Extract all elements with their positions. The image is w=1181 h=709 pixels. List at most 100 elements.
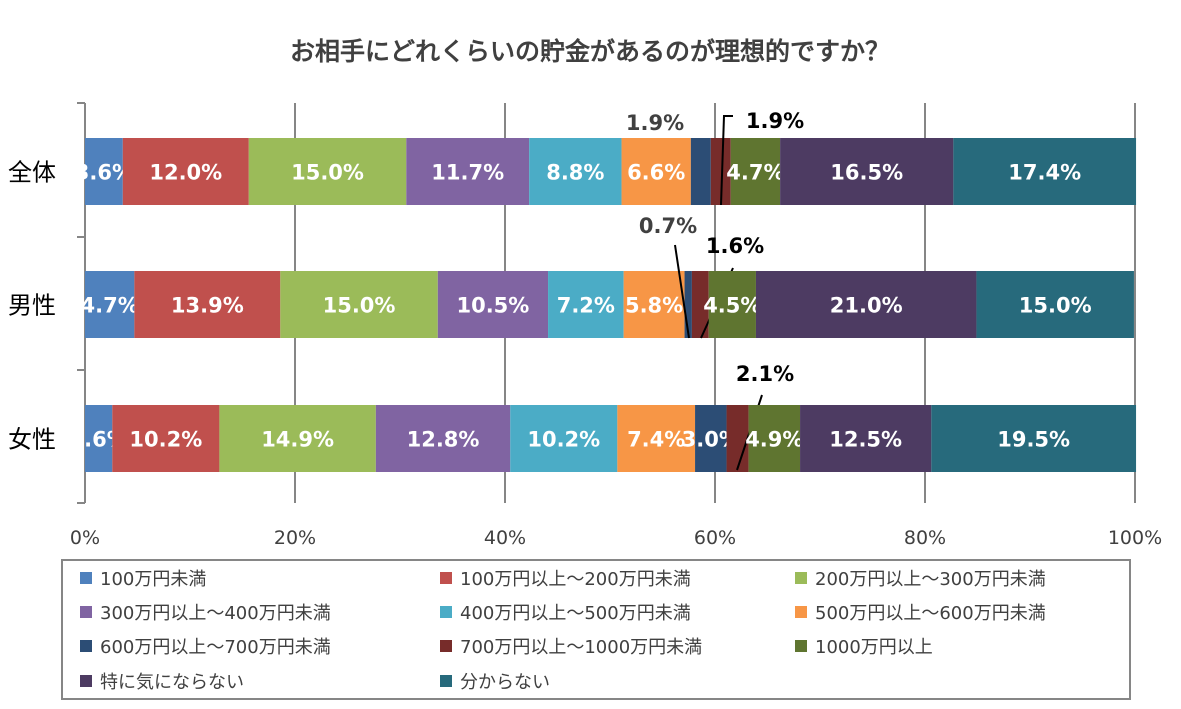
x-tick-label: 100% (1108, 527, 1162, 549)
bar-segment (691, 271, 709, 338)
bar-segment (85, 271, 135, 338)
legend (61, 559, 1131, 700)
data-label: 8.8% (546, 161, 604, 185)
legend-swatch (440, 606, 452, 618)
bar-segment (726, 405, 749, 472)
bar-segment (800, 405, 932, 472)
bar-segment (122, 138, 249, 205)
legend-label: 100万円未満 (100, 569, 206, 590)
bar-segment (684, 271, 692, 338)
bar-segment (280, 271, 438, 338)
legend-swatch (795, 640, 807, 652)
legend-label: 100万円以上～200万円未満 (460, 569, 691, 590)
leader-line (720, 115, 733, 206)
legend-label: 600万円以上～700万円未満 (100, 637, 331, 658)
data-label: 0.7% (639, 214, 697, 238)
legend-label: 200万円以上～300万円未満 (815, 569, 1046, 590)
bar-segment (623, 271, 685, 338)
bar-segment (780, 138, 954, 205)
bar-segment (690, 138, 711, 205)
legend-label: 500万円以上～600万円未満 (815, 603, 1046, 624)
bar-segment (529, 138, 622, 205)
data-label: 19.5% (997, 428, 1070, 452)
data-label: 14.9% (261, 428, 334, 452)
legend-label: 分からない (460, 672, 550, 693)
data-label: 12.5% (829, 428, 902, 452)
bar-segment (708, 271, 756, 338)
bar-segment (621, 138, 691, 205)
legend-label: 300万円以上～400万円未満 (100, 603, 331, 624)
bar-segment (730, 138, 781, 205)
bar-segment (710, 138, 731, 205)
data-label: 17.4% (1008, 161, 1081, 185)
legend-label: 特に気にならない (100, 672, 244, 693)
bar-segment (85, 405, 113, 472)
data-label: 1.9% (746, 109, 804, 133)
legend-swatch (80, 606, 92, 618)
data-label: 13.9% (171, 294, 244, 318)
data-label: 4.9% (745, 428, 803, 452)
bar-segment (85, 138, 123, 205)
legend-swatch (80, 572, 92, 584)
data-label: 10.5% (456, 294, 529, 318)
category-label: 男性 (8, 292, 56, 320)
bar-segment (406, 138, 530, 205)
bar-segment (695, 405, 727, 472)
bar-segment (748, 405, 801, 472)
x-tick-label: 0% (70, 527, 100, 549)
legend-swatch (80, 675, 92, 687)
data-label: 4.5% (703, 294, 761, 318)
data-label: 6.6% (627, 161, 685, 185)
bar-segment (548, 271, 624, 338)
bar-segment (375, 405, 511, 472)
data-label: 10.2% (129, 428, 202, 452)
bar-segment (219, 405, 376, 472)
leader-line (674, 244, 690, 339)
data-label: 10.2% (527, 428, 600, 452)
data-label: 4.7% (81, 294, 139, 318)
x-tick-label: 40% (484, 527, 526, 549)
data-label: 11.7% (431, 161, 504, 185)
legend-swatch (80, 640, 92, 652)
legend-swatch (795, 572, 807, 584)
bar-segment (134, 271, 281, 338)
data-label: 16.5% (830, 161, 903, 185)
x-tick-label: 80% (904, 527, 946, 549)
data-label: 5.8% (625, 294, 683, 318)
legend-label: 1000万円以上 (815, 637, 933, 658)
chart-title: お相手にどれくらいの貯金があるのが理想的ですか？ (290, 37, 890, 66)
data-label: 12.0% (149, 161, 222, 185)
legend-swatch (795, 606, 807, 618)
data-label: 4.7% (726, 161, 784, 185)
bar-segment (112, 405, 220, 472)
legend-swatch (440, 675, 452, 687)
legend-label: 400万円以上～500万円未満 (460, 603, 691, 624)
bar-segment (976, 271, 1134, 338)
x-tick-label: 60% (694, 527, 736, 549)
legend-swatch (440, 640, 452, 652)
bar-segment (755, 271, 977, 338)
data-label: 1.6% (706, 234, 764, 258)
data-label: 2.1% (736, 362, 794, 386)
category-label: 女性 (8, 426, 56, 454)
bar-segment (953, 138, 1137, 205)
bar-segment (617, 405, 696, 472)
data-label: 15.0% (323, 294, 396, 318)
bar-segment (510, 405, 618, 472)
data-label: 15.0% (1019, 294, 1092, 318)
category-label: 全体 (8, 159, 56, 187)
bar-segment (248, 138, 407, 205)
data-label: 12.8% (407, 428, 480, 452)
data-label: 21.0% (830, 294, 903, 318)
data-label: 7.2% (557, 294, 615, 318)
data-label: 15.0% (291, 161, 364, 185)
bar-segment (931, 405, 1137, 472)
data-label: 7.4% (627, 428, 685, 452)
data-label: 1.9% (626, 111, 684, 135)
legend-label: 700万円以上～1000万円未満 (460, 637, 702, 658)
x-tick-label: 20% (274, 527, 316, 549)
legend-swatch (440, 572, 452, 584)
bar-segment (437, 271, 549, 338)
